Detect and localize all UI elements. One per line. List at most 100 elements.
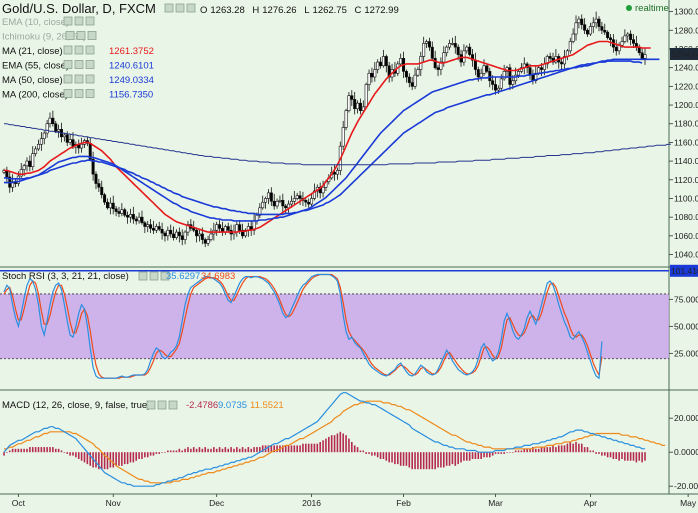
legend-eye-icon[interactable]: [74, 45, 84, 55]
histogram-bar: [511, 452, 514, 453]
legend-settings-icon[interactable]: [63, 89, 73, 98]
histogram-bar: [339, 431, 342, 453]
candle: [19, 162, 23, 178]
close-icon[interactable]: [186, 3, 196, 13]
histogram-bar: [371, 452, 373, 456]
candle: [410, 77, 414, 91]
histogram-bar: [181, 450, 184, 453]
histogram-bar: [106, 452, 109, 470]
legend-eye-icon[interactable]: [74, 89, 84, 98]
candle: [404, 69, 408, 83]
header-buttons[interactable]: [164, 3, 196, 13]
histogram-bar: [126, 452, 129, 465]
histogram-bar: [520, 450, 523, 453]
histogram-bar: [31, 447, 34, 453]
legend-close-icon[interactable]: [87, 31, 97, 40]
candle: [577, 16, 581, 29]
price-axis: 1300.001280.001260.001240.001220.001200.…: [669, 7, 698, 491]
candle: [422, 36, 426, 63]
candle: [310, 192, 314, 207]
candle: [416, 66, 420, 78]
legend-settings-icon[interactable]: [63, 16, 73, 26]
legend-settings-icon[interactable]: [65, 31, 75, 40]
candle: [100, 180, 104, 199]
stoch-title: Stoch RSI (3, 3, 21, 21, close): [2, 271, 129, 282]
candle: [284, 204, 288, 214]
legend-close-icon[interactable]: [85, 60, 95, 69]
histogram-bar: [342, 433, 344, 453]
last-price-tag: [670, 47, 698, 60]
candle: [381, 49, 385, 68]
histogram-bar: [6, 452, 8, 453]
stoch-eye-icon[interactable]: [149, 271, 159, 281]
histogram-bar: [454, 452, 457, 466]
chart-header: Gold/U.S. Dollar, D, FXCM O 1263.28 H 1276…: [2, 1, 669, 16]
histogram-bar: [215, 448, 218, 453]
macd-settings-icon[interactable]: [146, 400, 156, 410]
histogram-bar: [37, 447, 40, 453]
legend-settings-icon[interactable]: [63, 45, 73, 55]
candle: [28, 155, 32, 172]
candle: [462, 44, 466, 66]
histogram-bar: [537, 448, 540, 453]
histogram-bar: [282, 445, 284, 453]
candle: [502, 64, 506, 81]
histogram-bar: [414, 452, 416, 470]
histogram-bar: [230, 447, 232, 453]
settings-icon[interactable]: [164, 3, 174, 13]
candle: [120, 203, 124, 217]
histogram-bar: [408, 452, 411, 468]
candle: [134, 216, 138, 225]
time-tick-label: Feb: [396, 498, 411, 508]
histogram-bar: [247, 447, 250, 453]
macd-eye-icon[interactable]: [157, 400, 167, 410]
legend-settings-icon[interactable]: [63, 60, 73, 69]
candle: [172, 226, 176, 241]
legend-close-icon[interactable]: [85, 89, 95, 98]
price-tick-label: 1160.00: [674, 137, 698, 147]
histogram-bar: [396, 452, 399, 465]
histogram-bar: [509, 452, 511, 453]
histogram-bar: [66, 452, 69, 454]
histogram-bar: [144, 452, 146, 458]
histogram-bar: [351, 442, 353, 453]
candle: [45, 119, 49, 138]
histogram-bar: [632, 452, 635, 461]
histogram-bar: [336, 433, 339, 453]
histogram-bar: [388, 452, 390, 463]
legend-eye-icon[interactable]: [74, 60, 84, 69]
candle: [91, 151, 95, 181]
histogram-bar: [267, 445, 270, 453]
candle: [111, 195, 115, 215]
legend-close-icon[interactable]: [85, 45, 95, 55]
histogram-bar: [3, 452, 5, 456]
candle: [218, 219, 222, 234]
legend-close-icon[interactable]: [85, 74, 95, 84]
price-tick-label: 1080.00: [674, 212, 698, 222]
candle: [186, 220, 190, 236]
candle: [146, 220, 150, 233]
histogram-bar: [313, 443, 316, 453]
eye-icon[interactable]: [175, 3, 185, 13]
legend-eye-icon[interactable]: [74, 16, 84, 26]
candle: [384, 54, 388, 73]
legend-eye-icon[interactable]: [76, 31, 86, 40]
histogram-bar: [290, 445, 293, 453]
macd-close-icon[interactable]: [168, 400, 178, 410]
histogram-bar: [586, 447, 589, 453]
histogram-bar: [546, 447, 549, 453]
stoch-close-icon[interactable]: [160, 271, 170, 281]
histogram-bar: [474, 452, 477, 459]
legend-close-icon[interactable]: [85, 16, 95, 26]
histogram-bar: [549, 447, 551, 453]
stoch-settings-icon[interactable]: [138, 271, 148, 281]
legend-eye-icon[interactable]: [74, 74, 84, 84]
candle: [266, 189, 270, 205]
histogram-bar: [233, 448, 235, 453]
histogram-bar: [89, 452, 92, 466]
histogram-bar: [359, 450, 362, 453]
stoch-header: Stoch RSI (3, 3, 21, 21, close) 35.6297 …: [2, 271, 235, 282]
candle: [48, 112, 52, 128]
candle: [597, 16, 601, 32]
legend-settings-icon[interactable]: [63, 74, 73, 84]
